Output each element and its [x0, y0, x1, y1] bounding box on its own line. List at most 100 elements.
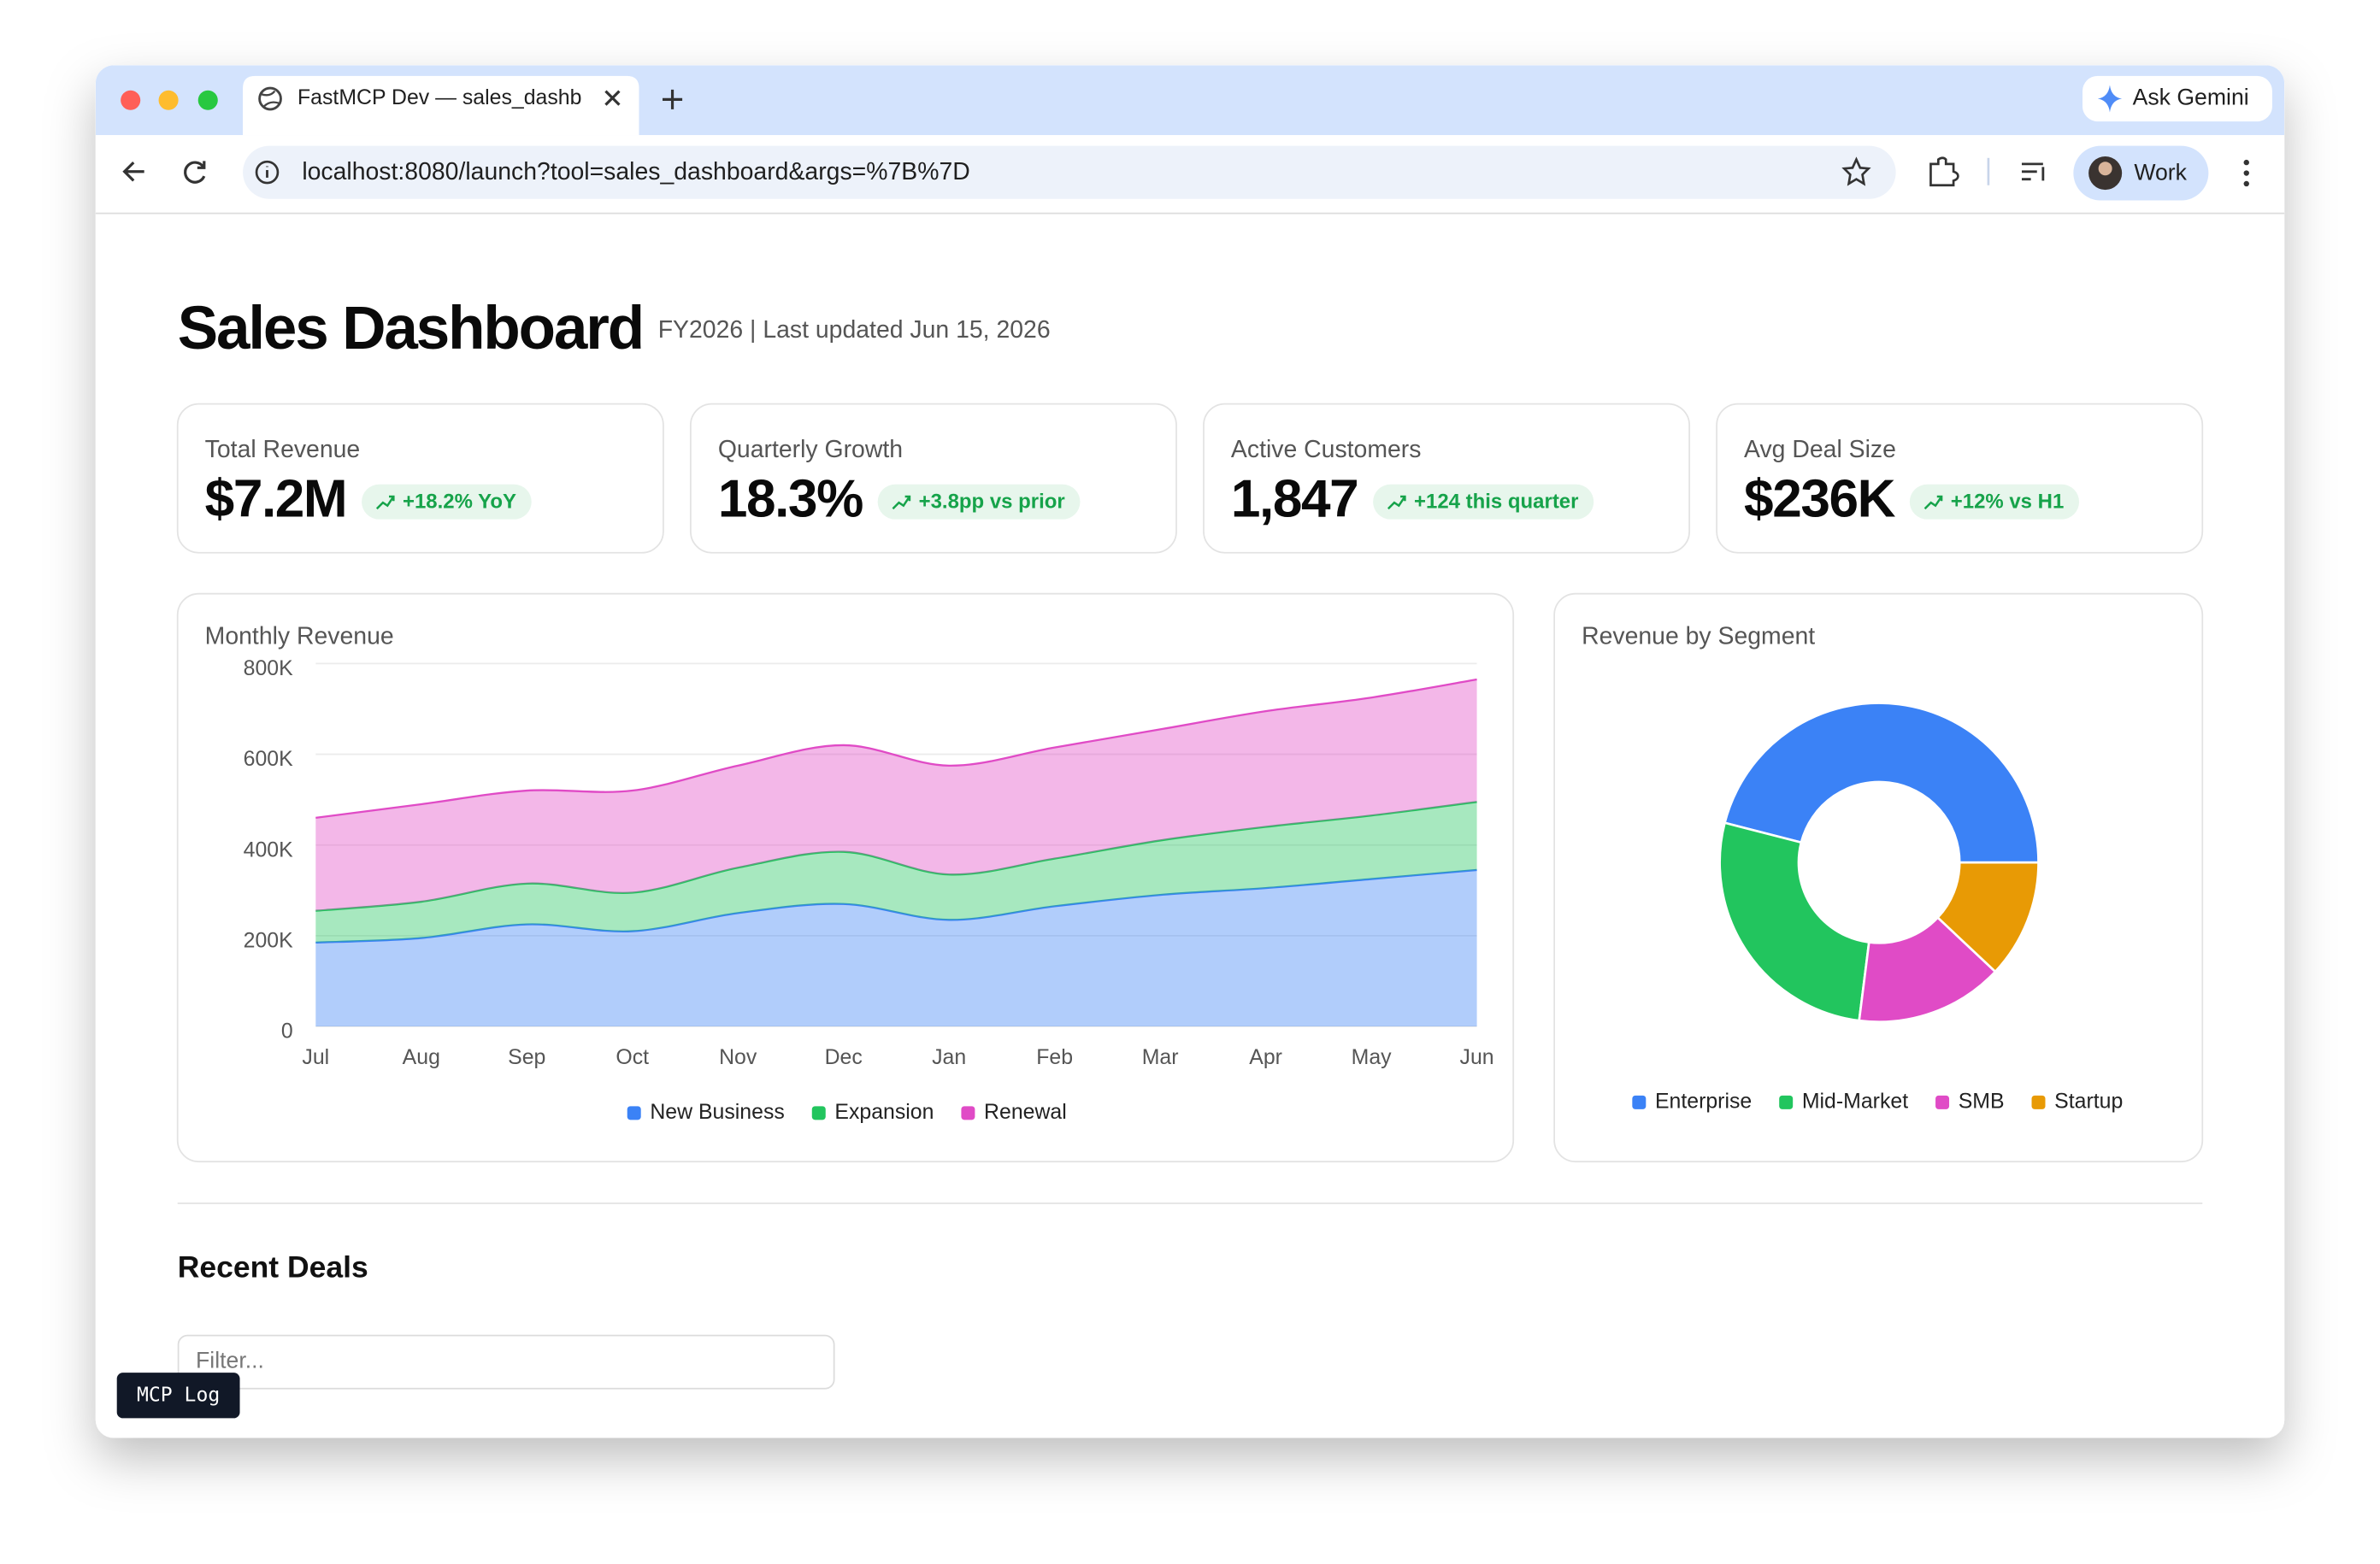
legend-swatch [811, 1106, 826, 1120]
close-button[interactable] [121, 90, 141, 110]
profile-avatar-face [2098, 162, 2112, 176]
media-button[interactable] [2021, 162, 2045, 181]
kpi-delta: +3.8pp vs prior [919, 490, 1065, 513]
trend-icon [375, 495, 395, 510]
kpi-label: Avg Deal Size [1744, 436, 1896, 463]
legend: Enterprise Mid-Market SMB Startup [1632, 1089, 2123, 1113]
reload-button[interactable] [184, 161, 206, 184]
area-chart-title: Monthly Revenue [205, 623, 394, 650]
x-tick-label: Aug [403, 1045, 440, 1069]
legend-swatch [2031, 1095, 2046, 1109]
kpi-value: $7.2M [205, 469, 347, 528]
dashboard-title: Sales Dashboard [178, 295, 643, 362]
minimize-button[interactable] [158, 90, 179, 110]
legend-swatch [627, 1106, 641, 1120]
area-line [315, 678, 1477, 820]
mcp-log-label: MCP Log [137, 1384, 220, 1406]
legend-label: Mid-Market [1802, 1089, 1908, 1113]
x-tick-label: Sep [508, 1045, 545, 1069]
globe-icon [258, 86, 282, 111]
legend-label: Expansion [834, 1100, 934, 1124]
globe-icon-detail [261, 90, 280, 108]
x-tick-label: Jul [302, 1045, 329, 1069]
pie-chart-title: Revenue by Segment [1582, 623, 1815, 650]
x-tick-label: Jan [932, 1045, 966, 1069]
x-tick-label: Apr [1249, 1045, 1282, 1069]
menu-dot[interactable] [2243, 159, 2249, 166]
x-tick-label: Nov [719, 1045, 757, 1069]
legend-label: New Business [650, 1100, 784, 1124]
tab-close[interactable] [604, 90, 621, 106]
tab-title: FastMCP Dev — sales_dashb [298, 85, 581, 109]
site-info-icon[interactable] [255, 160, 280, 185]
legend-swatch [961, 1106, 975, 1120]
y-tick-label: 600K [244, 747, 293, 771]
area-line [315, 868, 1477, 944]
pie-slice [1723, 702, 2040, 864]
section-title: Recent Deals [178, 1250, 368, 1285]
new-tab[interactable] [663, 89, 683, 109]
mcp-log-button[interactable] [116, 1373, 240, 1419]
dashboard-subtitle: FY2026 | Last updated Jun 15, 2026 [658, 316, 1051, 344]
bookmark-star[interactable] [1841, 156, 1871, 186]
x-tick-label: Oct [616, 1045, 649, 1069]
kpi-value: $236K [1744, 469, 1896, 528]
pie-chart-card [1553, 592, 2204, 1163]
filter-input[interactable] [177, 1334, 835, 1390]
trend-icon [1923, 495, 1943, 510]
kpi-delta-badge [1373, 484, 1594, 520]
kpi-delta: +18.2% YoY [403, 490, 516, 513]
extensions-button[interactable] [1929, 156, 1959, 187]
area-line [315, 801, 1477, 912]
x-tick-label: Jun [1460, 1045, 1494, 1069]
ask-gemini-button[interactable] [2082, 75, 2272, 122]
gemini-icon [2097, 85, 2123, 113]
kpi-delta-badge [362, 484, 532, 520]
area-chart-card [176, 592, 1515, 1163]
menu-dot[interactable] [2243, 170, 2249, 176]
zoom-button[interactable] [197, 90, 218, 110]
legend-swatch [1935, 1095, 1950, 1109]
legend-label: Startup [2054, 1089, 2123, 1113]
kpi-value: 1,847 [1231, 469, 1358, 528]
kpi-value: 18.3% [718, 469, 863, 528]
legend-label: Renewal [984, 1100, 1067, 1124]
window-content: FastMCP Dev — sales_dashb Ask Gemini loc… [95, 65, 2285, 1419]
kpi-label: Total Revenue [205, 436, 361, 463]
y-tick-label: 400K [244, 838, 293, 861]
address-bar[interactable] [243, 145, 1896, 199]
profile-label: Work [2134, 159, 2187, 185]
y-tick-label: 0 [281, 1020, 293, 1044]
x-tick-label: Mar [1142, 1045, 1179, 1069]
area [315, 679, 1477, 911]
kpi-delta-badge [1909, 484, 2080, 520]
pie-slice [1858, 915, 1997, 1024]
pie-slice [1935, 861, 2040, 973]
kpi-label: Active Customers [1231, 436, 1422, 463]
x-tick-label: May [1352, 1045, 1393, 1069]
kpi-delta: +12% vs H1 [1951, 490, 2065, 513]
ask-gemini-label: Ask Gemini [2133, 85, 2249, 110]
legend-swatch [1632, 1095, 1647, 1109]
pie-slice [1718, 821, 1870, 1022]
back-button[interactable] [122, 161, 144, 182]
filter-placeholder: Filter... [196, 1348, 264, 1373]
y-tick-label: 800K [244, 656, 293, 680]
area [315, 869, 1477, 1027]
legend: New Business Expansion Renewal [627, 1100, 1067, 1124]
tab-fade [539, 79, 588, 122]
url: localhost:8080/launch?tool=sales_dashboa… [302, 158, 969, 185]
y-tick-label: 200K [244, 929, 293, 953]
x-tick-label: Feb [1036, 1045, 1073, 1069]
menu-dot[interactable] [2243, 180, 2249, 187]
kpi-card [1716, 403, 2204, 554]
kpi-card [176, 403, 664, 554]
legend-label: Enterprise [1655, 1089, 1752, 1113]
kpi-delta-badge [877, 484, 1081, 520]
trend-icon [892, 495, 911, 510]
x-tick-label: Dec [825, 1045, 863, 1069]
legend-label: SMB [1959, 1089, 2005, 1113]
kpi-delta: +124 this quarter [1414, 490, 1578, 513]
